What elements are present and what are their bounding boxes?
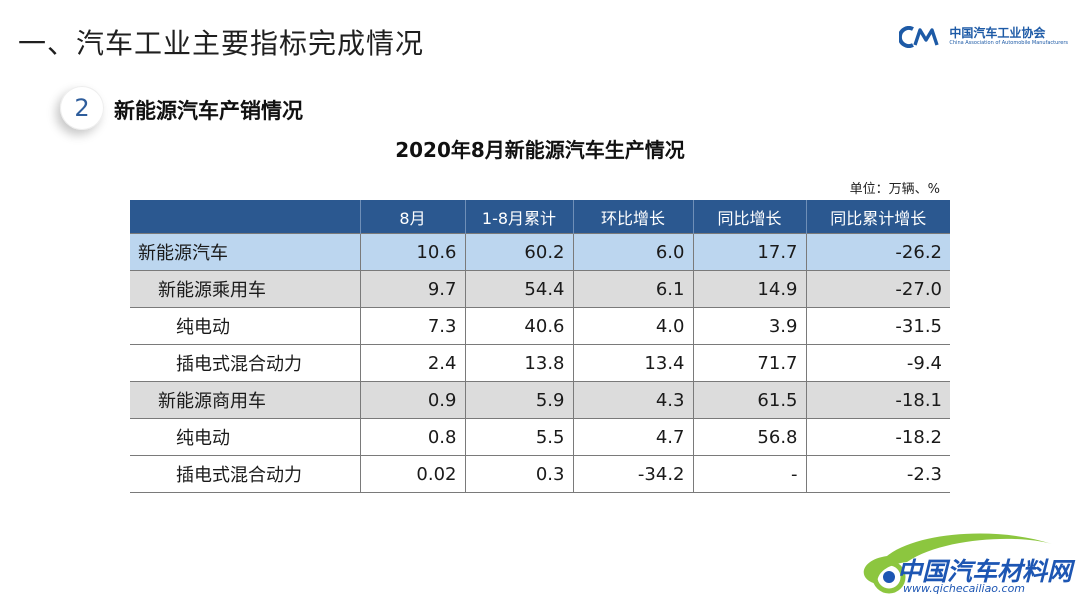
table-cell: 71.7 <box>692 344 806 382</box>
table-cell: 56.8 <box>692 418 806 456</box>
table-row: 插电式混合动力 0.02 0.3 -34.2- -2.3 <box>130 455 950 493</box>
table-row: 纯电动 7.3 40.6 4.0 3.9 -31.5 <box>130 307 950 345</box>
table-title: 2020年8月新能源汽车生产情况 <box>395 138 685 162</box>
table-row: 纯电动 0.8 5.5 4.7 56.8 -18.2 <box>130 418 950 456</box>
table-cell: 13.4 <box>572 344 693 382</box>
column-header: 同比增长 <box>692 200 806 234</box>
table-cell: -9.4 <box>805 344 950 382</box>
table-cell: - <box>692 455 806 493</box>
watermark: 中国汽车材料网 www.qichecailiao.com <box>847 522 1072 602</box>
table-cell: 4.3 <box>572 381 693 419</box>
table-cell: 61.5 <box>692 381 806 419</box>
table-cell: 10.6 <box>359 233 465 271</box>
column-header <box>130 200 360 234</box>
table-cell: 6.1 <box>572 270 693 308</box>
caam-logo-icon <box>899 26 940 48</box>
table-cell: 3.9 <box>692 307 806 345</box>
unit-label: 单位：万辆、% <box>849 182 940 197</box>
row-label: 新能源汽车 <box>130 233 360 271</box>
column-header: 同比累计增长 <box>805 200 950 234</box>
watermark-car-icon <box>863 533 1052 594</box>
logo-name-en: China Association of Automobile Manufact… <box>949 40 1068 46</box>
row-label: 插电式混合动力 <box>130 344 360 382</box>
row-label: 新能源乘用车 <box>130 270 360 308</box>
slide-title: 一、汽车工业主要指标完成情况 <box>18 27 425 60</box>
table-cell: 5.5 <box>464 418 573 456</box>
table-row: 新能源乘用车 9.7 54.4 6.1 14.9 -27.0 <box>130 270 950 308</box>
table-cell: 0.8 <box>359 418 465 456</box>
table-cell: 17.7 <box>692 233 806 271</box>
table-cell: -26.2 <box>805 233 950 271</box>
section-title: 新能源汽车产销情况 <box>114 99 303 123</box>
table-cell: -27.0 <box>805 270 950 308</box>
column-header: 环比增长 <box>572 200 693 234</box>
table-cell: 6.0 <box>572 233 693 271</box>
table-header-row: 8月 1-8月累计 环比增长 同比增长 同比累计增长 <box>130 200 950 234</box>
row-label: 新能源商用车 <box>130 381 360 419</box>
section-number-badge: 2 <box>60 86 104 130</box>
table-cell: 54.4 <box>464 270 573 308</box>
table-cell: -18.1 <box>805 381 950 419</box>
table-cell: 9.7 <box>359 270 465 308</box>
caam-logo: 中国汽车工业协会 China Association of Automobile… <box>899 26 1068 48</box>
column-header: 8月 <box>359 200 465 234</box>
column-header: 1-8月累计 <box>464 200 573 234</box>
watermark-url: www.qichecailiao.com <box>903 582 1026 595</box>
table-cell: 7.3 <box>359 307 465 345</box>
logo-name-cn: 中国汽车工业协会 <box>949 26 1046 40</box>
row-label: 纯电动 <box>130 418 360 456</box>
table-cell: 0.9 <box>359 381 465 419</box>
table-row: 新能源汽车 10.6 60.2 6.0 17.7 -26.2 <box>130 233 950 271</box>
table-cell: 0.02 <box>359 455 465 493</box>
table-cell: 60.2 <box>464 233 573 271</box>
row-label: 插电式混合动力 <box>130 455 360 493</box>
row-label: 纯电动 <box>130 307 360 345</box>
table-cell: 2.4 <box>359 344 465 382</box>
table-cell: 4.7 <box>572 418 693 456</box>
production-table: 8月 1-8月累计 环比增长 同比增长 同比累计增长 新能源汽车 10.6 60.2 6.0 1… <box>130 200 950 493</box>
table-row: 插电式混合动力 2.4 13.8 13.4 71.7 -9.4 <box>130 344 950 382</box>
watermark-name: 中国汽车材料网 <box>897 557 1073 586</box>
table-cell: -18.2 <box>805 418 950 456</box>
table-cell: -31.5 <box>805 307 950 345</box>
table-cell: 13.8 <box>464 344 573 382</box>
table-body: 新能源汽车 10.6 60.2 6.0 17.7 -26.2 新能源乘用车 9.7 54.4 6.… <box>130 233 950 493</box>
table-cell: 14.9 <box>692 270 806 308</box>
table-cell: -34.2 <box>572 455 693 493</box>
table-cell: 0.3 <box>464 455 573 493</box>
table-cell: 5.9 <box>464 381 573 419</box>
table-cell: 40.6 <box>464 307 573 345</box>
table-cell: 4.0 <box>572 307 693 345</box>
table-row: 新能源商用车 0.9 5.9 4.3 61.5 -18.1 <box>130 381 950 419</box>
table-cell: -2.3 <box>805 455 950 493</box>
